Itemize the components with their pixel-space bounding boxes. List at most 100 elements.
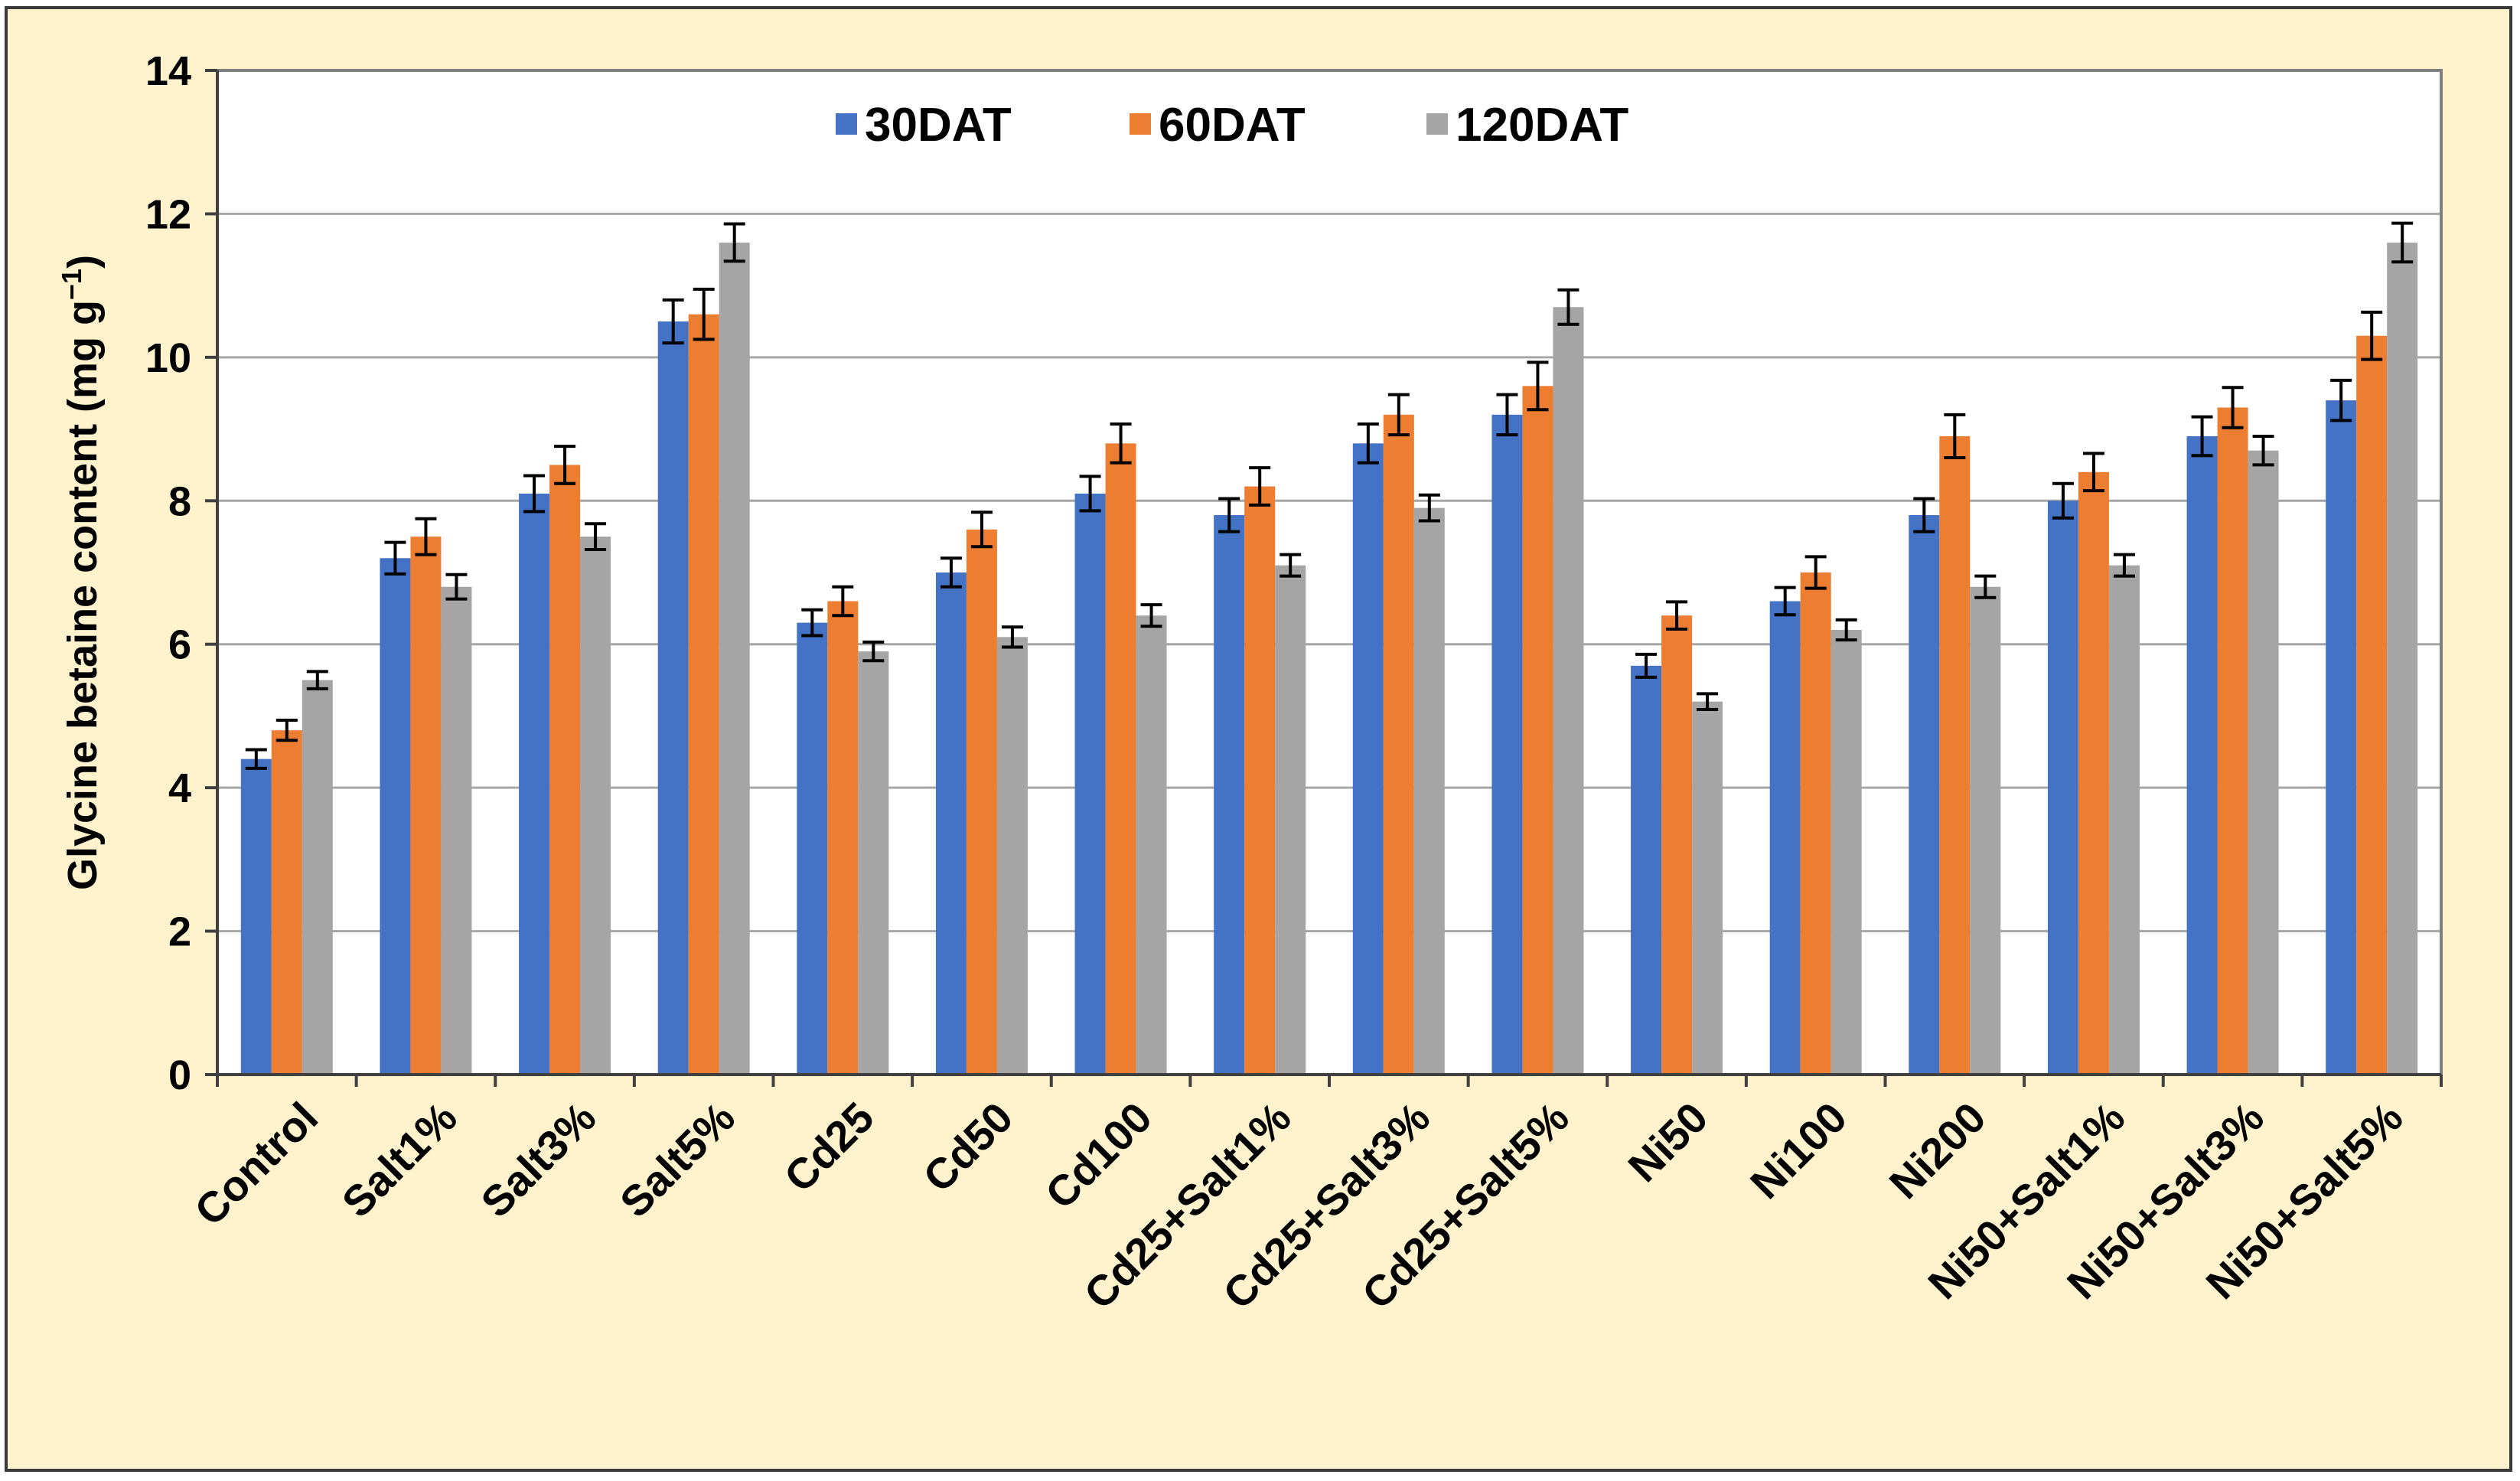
error-bar-60DAT-Control: [275, 719, 298, 742]
bar-60DAT-Ni50+Salt5%: [2356, 335, 2388, 1075]
y-tick-label: 2: [168, 909, 191, 955]
bar-30DAT-Ni50+Salt1%: [2047, 501, 2078, 1075]
error-bar-60DAT-Salt5%: [693, 287, 715, 341]
error-bar-60DAT-Ni200: [1944, 413, 1966, 460]
error-bar-120DAT-Cd25: [862, 640, 885, 663]
x-category-label: Ni50: [1619, 1093, 1716, 1191]
bar-60DAT-Salt1%: [410, 537, 442, 1075]
x-category-label: Control: [185, 1093, 327, 1235]
legend-label: 120DAT: [1456, 99, 1628, 152]
legend-item-30DAT: 30DAT: [836, 99, 1012, 152]
error-bar-30DAT-Cd25+Salt3%: [1357, 422, 1379, 465]
error-bar-60DAT-Salt3%: [554, 445, 576, 485]
y-tick-label: 12: [145, 191, 191, 237]
bar-120DAT-Cd25+Salt5%: [1553, 307, 1584, 1075]
error-bar-60DAT-Cd25+Salt1%: [1249, 466, 1271, 507]
error-bar-60DAT-Cd25+Salt5%: [1527, 360, 1549, 412]
bars: [240, 242, 2418, 1075]
bar-60DAT-Cd50: [966, 529, 997, 1075]
error-bar-120DAT-Cd50: [1001, 625, 1023, 649]
bar-60DAT-Ni50+Salt1%: [2078, 471, 2109, 1075]
bar-30DAT-Ni50+Salt3%: [2186, 435, 2218, 1075]
x-category-label: Ni200: [1880, 1093, 1995, 1208]
bar-120DAT-Cd50: [996, 637, 1028, 1075]
error-bar-30DAT-Cd25+Salt5%: [1496, 393, 1518, 437]
bar-60DAT-Ni50+Salt3%: [2217, 407, 2248, 1075]
error-bar-30DAT-Ni50+Salt1%: [2052, 481, 2074, 520]
y-axis-title-close: ): [60, 255, 106, 269]
bar-120DAT-Ni50+Salt3%: [2248, 450, 2279, 1075]
bar-30DAT-Ni50: [1631, 665, 1662, 1075]
error-bar-60DAT-Ni50+Salt1%: [2082, 452, 2104, 493]
error-bar-60DAT-Cd25: [832, 585, 854, 618]
bar-120DAT-Cd100: [1136, 615, 1167, 1075]
legend-label: 30DAT: [865, 99, 1012, 152]
bar-120DAT-Ni50+Salt1%: [2108, 565, 2140, 1075]
bar-60DAT-Ni50: [1661, 615, 1693, 1075]
error-bar-30DAT-Cd25+Salt1%: [1218, 497, 1240, 533]
bar-120DAT-Cd25+Salt3%: [1413, 507, 1445, 1075]
error-bar-60DAT-Salt1%: [415, 517, 437, 556]
bar-60DAT-Cd25+Salt5%: [1522, 386, 1553, 1075]
legend-item-120DAT: 120DAT: [1426, 99, 1628, 152]
y-tick-label: 10: [145, 335, 191, 381]
bar-30DAT-Control: [240, 758, 272, 1075]
error-bar-120DAT-Control: [306, 670, 328, 690]
error-bar-60DAT-Ni50: [1666, 600, 1688, 631]
bar-120DAT-Salt3%: [580, 537, 611, 1075]
bar-chart: 0 2 4 6 8 10 12 14 Control Salt1% Salt3% Salt5% Cd2…: [56, 48, 2443, 1318]
error-bar-30DAT-Ni50+Salt3%: [2191, 415, 2213, 458]
legend-item-60DAT: 60DAT: [1130, 99, 1306, 152]
error-bar-30DAT-Ni50+Salt5%: [2330, 378, 2352, 422]
x-category-label: Salt5%: [611, 1093, 744, 1226]
legend-swatch: [836, 113, 857, 135]
error-bar-120DAT-Ni50: [1697, 692, 1719, 711]
error-bar-120DAT-Ni100: [1835, 618, 1857, 642]
bar-60DAT-Cd25+Salt1%: [1244, 486, 1276, 1075]
bar-120DAT-Ni100: [1831, 629, 1862, 1075]
error-bar-30DAT-Salt3%: [523, 474, 546, 514]
bar-30DAT-Salt5%: [657, 321, 689, 1075]
legend: 30DAT 60DAT 120DAT: [836, 99, 1628, 152]
error-bar-60DAT-Ni50+Salt3%: [2222, 386, 2244, 429]
error-bar-120DAT-Ni50+Salt1%: [2113, 553, 2135, 578]
bar-30DAT-Cd25+Salt3%: [1352, 443, 1384, 1075]
bar-120DAT-Cd25+Salt1%: [1275, 565, 1306, 1075]
error-bar-30DAT-Cd50: [940, 556, 962, 589]
legend-label: 60DAT: [1159, 99, 1306, 152]
error-bar-30DAT-Ni100: [1774, 586, 1796, 617]
axes: [205, 69, 2443, 1087]
error-bar-60DAT-Cd100: [1110, 422, 1132, 465]
bar-60DAT-Ni200: [1939, 435, 1971, 1075]
error-bar-120DAT-Ni200: [1974, 574, 1997, 599]
error-bar-60DAT-Cd50: [970, 511, 993, 549]
bar-120DAT-Cd25: [858, 651, 889, 1075]
bar-30DAT-Ni200: [1909, 515, 1940, 1075]
y-tick-label: 0: [168, 1052, 191, 1098]
error-bar-60DAT-Cd25+Salt3%: [1387, 393, 1410, 437]
bar-30DAT-Salt3%: [519, 493, 550, 1075]
error-bar-120DAT-Cd25+Salt3%: [1418, 493, 1440, 523]
error-bar-30DAT-Salt5%: [662, 298, 684, 345]
error-bar-120DAT-Ni50+Salt5%: [2391, 221, 2414, 264]
bar-60DAT-Cd25: [827, 601, 859, 1075]
bar-30DAT-Cd25+Salt1%: [1214, 515, 1245, 1075]
error-bar-120DAT-Cd25+Salt5%: [1557, 288, 1579, 326]
error-bar-30DAT-Cd100: [1079, 475, 1101, 513]
error-bar-30DAT-Ni200: [1913, 497, 1935, 533]
x-category-labels: Control Salt1% Salt3% Salt5% Cd25 Cd50 Cd100Cd…: [185, 1093, 2412, 1318]
y-axis-title: Glycine betaine content (mg g−1): [56, 255, 106, 890]
bar-120DAT-Ni50: [1692, 701, 1723, 1075]
error-bar-120DAT-Cd100: [1140, 603, 1162, 628]
error-bar-30DAT-Ni50: [1635, 652, 1658, 679]
chart-frame: 0 2 4 6 8 10 12 14 Control Salt1% Salt3% Salt5% Cd2…: [5, 6, 2512, 1472]
error-bar-120DAT-Salt3%: [585, 522, 607, 552]
bar-60DAT-Cd25+Salt3%: [1383, 414, 1414, 1075]
y-tick-label: 14: [145, 48, 191, 94]
bar-60DAT-Ni100: [1800, 573, 1831, 1075]
bar-30DAT-Ni50+Salt5%: [2326, 400, 2357, 1075]
x-category-label: Salt3%: [471, 1093, 605, 1226]
y-tick-label: 6: [168, 622, 191, 668]
y-tick-label: 4: [168, 765, 191, 811]
x-category-label: Salt1%: [333, 1093, 466, 1226]
